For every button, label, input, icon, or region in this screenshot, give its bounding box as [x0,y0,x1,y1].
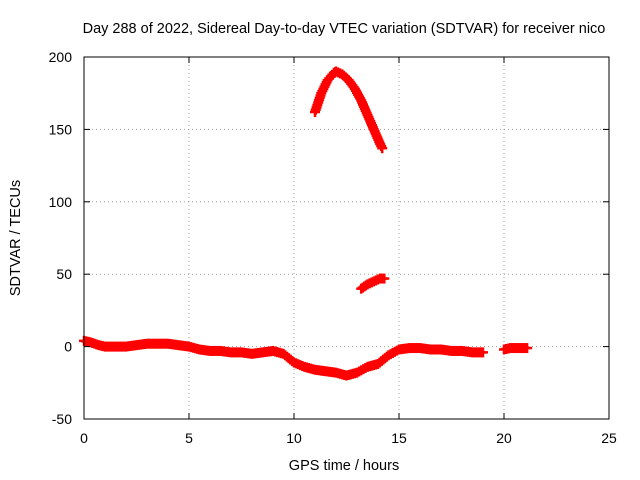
y-tick-labels: -50 0 50 100 150 200 [49,49,73,427]
y-tick-label: 100 [49,194,73,210]
x-tick-label: 15 [391,430,407,446]
data-point [379,273,390,284]
y-axis-label: SDTVAR / TECUs [8,180,24,296]
data-point [522,343,533,354]
y-tick-label: 0 [64,339,72,355]
y-tick-label: 150 [49,121,73,137]
plot-frame [83,56,610,420]
data-points [79,66,533,381]
y-tick-label: -50 [52,411,72,427]
chart-title: Day 288 of 2022, Sidereal Day-to-day VTE… [83,21,606,37]
x-tick-label: 10 [286,430,302,446]
x-tick-label: 0 [80,430,88,446]
x-axis-label: GPS time / hours [289,458,399,474]
x-tick-label: 20 [496,430,512,446]
x-tick-label: 25 [601,430,617,446]
x-tick-labels: 0 5 10 15 20 25 [80,430,617,446]
x-tick-label: 5 [185,430,193,446]
data-point [377,143,388,154]
grid [84,57,609,419]
data-point [478,347,488,358]
y-tick-label: 50 [56,266,72,282]
y-tick-label: 200 [49,49,73,65]
tick-marks [83,56,610,420]
